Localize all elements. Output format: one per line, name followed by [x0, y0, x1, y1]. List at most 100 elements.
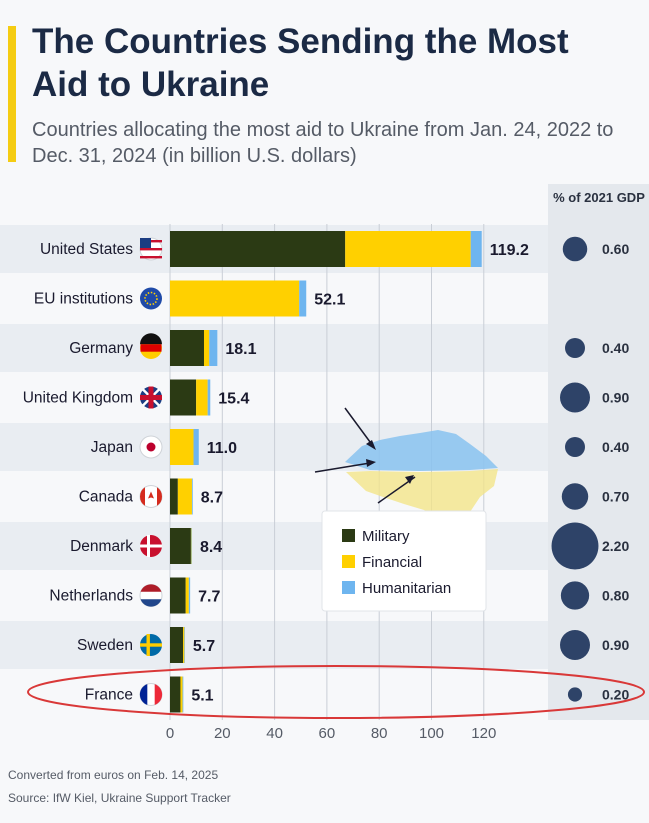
gdp-share-panel [548, 184, 649, 720]
bar-segment-military [170, 627, 184, 663]
gdp-share-label: 0.20 [602, 687, 629, 703]
bar-segment-financial [170, 429, 194, 465]
bar-segment-financial [345, 231, 471, 267]
data-label: 5.1 [191, 688, 213, 705]
gdp-share-label: 0.90 [602, 637, 629, 653]
x-tick-label: 60 [319, 725, 336, 742]
bar-segment-military [170, 676, 181, 713]
category-label: United Kingdom [23, 390, 133, 407]
title-accent-bar [8, 26, 16, 162]
bar-segment-financial [170, 280, 300, 317]
netherlands-flag-icon [139, 584, 163, 607]
legend-swatch-humanitarian [342, 581, 355, 594]
category-label: Japan [91, 439, 133, 456]
bar-segment-humanitarian [470, 231, 482, 267]
data-label: 52.1 [314, 292, 345, 309]
bar-segment-humanitarian [209, 330, 218, 366]
data-label: 18.1 [225, 341, 256, 358]
bar-segment-military [170, 528, 191, 564]
x-tick-label: 100 [419, 725, 444, 742]
bar-segment-humanitarian [188, 577, 191, 614]
bar-segment-financial [185, 577, 189, 614]
data-label: 8.4 [200, 539, 222, 556]
eu-flag-icon [140, 287, 162, 310]
x-tick-label: 0 [166, 725, 174, 742]
gdp-share-label: 0.40 [602, 439, 629, 455]
source-note: Source: IfW Kiel, Ukraine Support Tracke… [8, 791, 231, 805]
legend-box [321, 510, 487, 612]
gdp-share-label: 2.20 [602, 538, 629, 554]
bar-segment-military [170, 478, 178, 515]
row-band [0, 621, 548, 669]
data-label: 119.2 [490, 242, 529, 259]
category-label: Germany [69, 340, 133, 357]
legend-label: Humanitarian [362, 580, 451, 597]
x-tick-label: 120 [471, 725, 496, 742]
bar-segment-military [170, 330, 204, 366]
gdp-share-label: 0.90 [602, 390, 629, 406]
japan-flag-icon [139, 435, 163, 459]
gdp-share-circle [565, 338, 585, 358]
gdp-share-circle [565, 437, 585, 457]
bar-segment-military [170, 231, 346, 267]
data-label: 8.7 [201, 490, 223, 507]
france-highlight-ellipse [27, 665, 645, 719]
us-flag-icon [139, 237, 163, 261]
bar-segment-humanitarian [193, 429, 199, 465]
chart-subtitle: Countries allocating the most aid to Ukr… [32, 119, 614, 167]
bar-segment-humanitarian [299, 280, 307, 317]
data-label: 15.4 [218, 391, 249, 408]
category-label: Sweden [77, 637, 133, 654]
gdp-share-label: 0.80 [602, 588, 629, 604]
x-tick-label: 40 [266, 725, 283, 742]
sweden-flag-icon [140, 634, 162, 656]
legend-label: Military [362, 528, 410, 545]
bar-segment-financial [180, 676, 183, 713]
gdp-share-circle [561, 483, 589, 510]
data-label: 5.7 [193, 638, 215, 655]
bar-segment-financial [203, 330, 210, 366]
gdp-share-circle [551, 522, 599, 570]
bar-segment-humanitarian [207, 379, 211, 416]
bar-segment-military [170, 577, 186, 614]
bar-segment-financial [190, 528, 192, 564]
legend-swatch-military [342, 529, 355, 542]
gdp-share-circle [562, 236, 588, 262]
germany-flag-icon [140, 333, 162, 359]
legend-label: Financial [362, 554, 422, 571]
chart-title: The Countries Sending the Most Aid to Uk… [32, 22, 569, 104]
category-label: Canada [79, 489, 134, 506]
data-label: 7.7 [198, 589, 220, 606]
gdp-share-circle [560, 382, 590, 413]
france-flag-icon [139, 683, 163, 706]
gdp-share-label: 0.60 [602, 241, 629, 257]
row-band [0, 324, 548, 372]
category-label: Netherlands [49, 588, 133, 605]
gdp-share-label: 0.70 [602, 489, 629, 505]
gdp-share-label: 0.40 [602, 340, 629, 356]
x-tick-label: 80 [371, 725, 388, 742]
bar-segment-financial [183, 627, 185, 663]
category-label: United States [40, 241, 133, 258]
footnote: Converted from euros on Feb. 14, 2025 [8, 768, 219, 782]
x-tick-label: 20 [214, 725, 231, 742]
bar-segment-financial [196, 379, 208, 416]
category-label: France [85, 687, 133, 704]
bar-segment-humanitarian [184, 627, 185, 663]
bar-segment-military [170, 379, 197, 416]
uk-flag-icon [140, 386, 162, 409]
canada-flag-icon [139, 485, 163, 508]
bar-segment-humanitarian [191, 478, 193, 515]
gdp-share-circle [560, 581, 590, 610]
data-label: 11.0 [207, 440, 237, 457]
bar-segment-humanitarian [191, 528, 192, 564]
denmark-flag-icon [140, 535, 162, 557]
bar-segment-humanitarian [182, 676, 184, 713]
category-label: Denmark [70, 538, 133, 555]
gdp-share-circle [560, 630, 590, 660]
gdp-share-circle [567, 687, 583, 702]
category-label: EU institutions [34, 291, 133, 308]
legend-swatch-financial [342, 555, 355, 568]
bar-segment-financial [177, 478, 192, 515]
